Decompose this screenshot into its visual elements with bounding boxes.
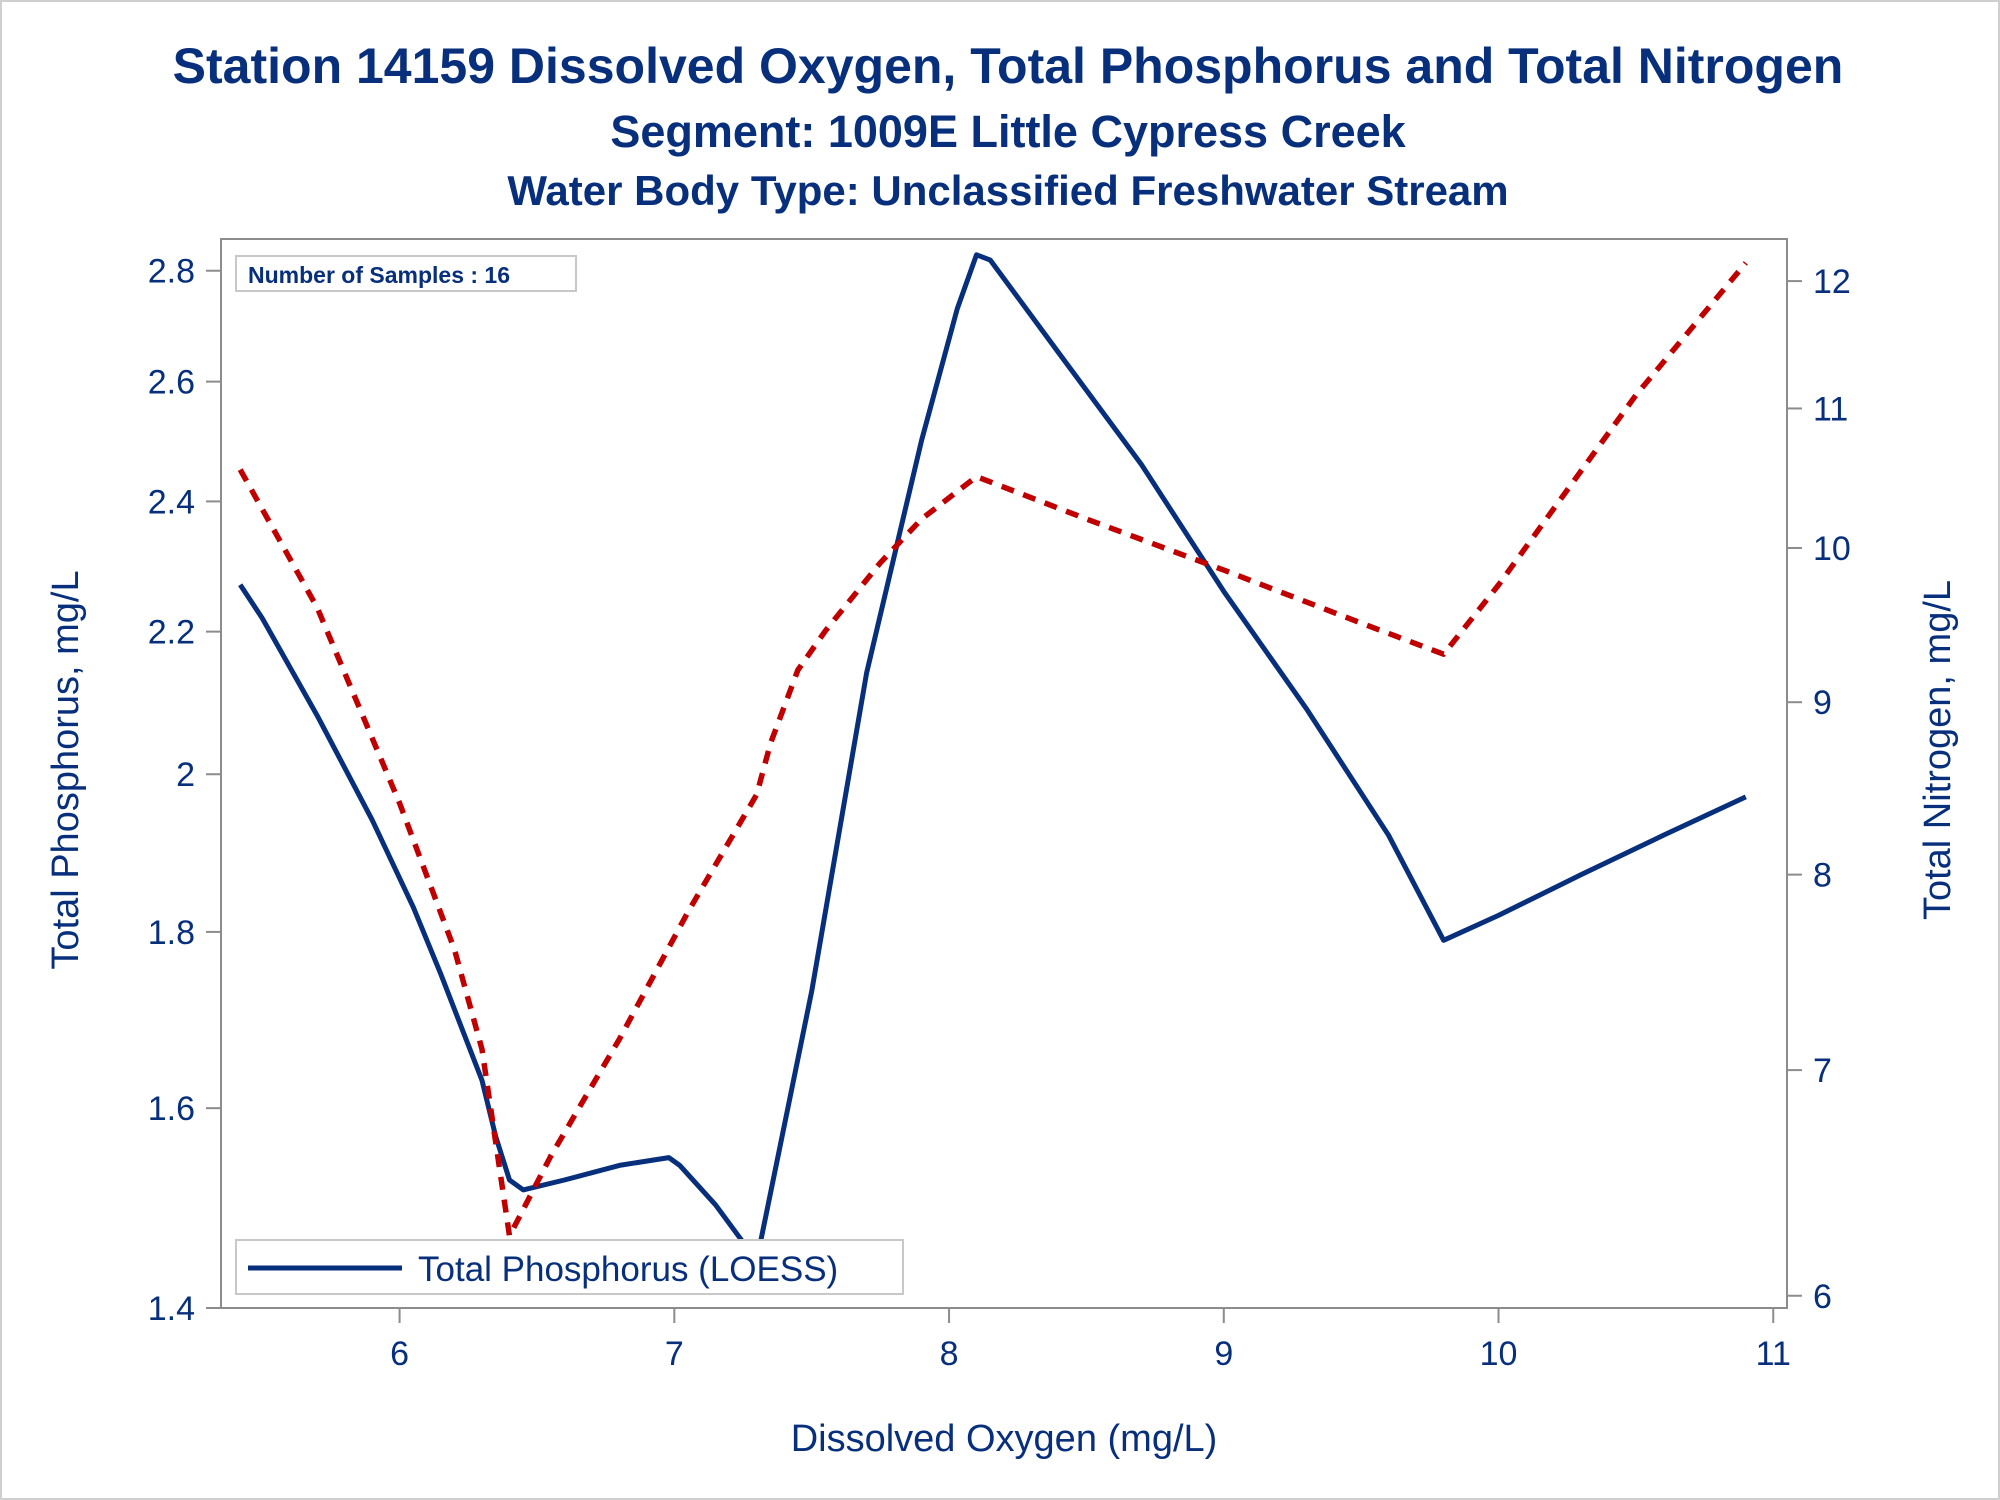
y2-tick-label: 10 (1813, 530, 1851, 568)
y-axis-right: 6 7 8 9 10 11 12 (1787, 263, 1851, 1316)
y2-tick-label: 12 (1813, 263, 1851, 301)
x-axis-label: Dissolved Oxygen (mg/L) (791, 1418, 1218, 1460)
sample-count-label: Number of Samples : 16 (248, 262, 510, 288)
y-tick-label: 1.6 (148, 1090, 195, 1128)
series-line-nitrogen (237, 261, 1748, 1239)
legend: Total Phosphorus (LOESS) (235, 1239, 904, 1295)
y2-axis-label: Total Nitrogen, mg/L (1917, 580, 1959, 920)
y-tick-label: 2.2 (148, 614, 195, 652)
chart-subtitle: Segment: 1009E Little Cypress Creek (610, 106, 1406, 157)
chart-title: Station 14159 Dissolved Oxygen, Total Ph… (173, 38, 1844, 94)
y-axis-label: Total Phosphorus, mg/L (45, 570, 87, 969)
chart-subtitle-2: Water Body Type: Unclassified Freshwater… (507, 167, 1508, 214)
y2-tick-label: 8 (1813, 857, 1832, 895)
x-tick-label: 7 (665, 1335, 684, 1373)
y2-tick-label: 9 (1813, 684, 1832, 722)
y-tick-label: 2.8 (148, 253, 195, 291)
x-tick-label: 9 (1214, 1335, 1233, 1373)
y2-tick-label: 6 (1813, 1278, 1832, 1316)
sample-count-box: Number of Samples : 16 (235, 255, 577, 292)
y2-tick-label: 11 (1813, 390, 1848, 428)
y-tick-label: 1.4 (148, 1290, 195, 1328)
x-tick-label: 8 (940, 1335, 959, 1373)
x-tick-label: 10 (1480, 1335, 1518, 1373)
x-tick-label: 6 (390, 1335, 409, 1373)
legend-label-phosphorus: Total Phosphorus (LOESS) (418, 1250, 838, 1289)
y-tick-label: 2.4 (148, 483, 195, 521)
y-axis-left: 1.4 1.6 1.8 2 2.2 2.4 2.6 2.8 (148, 253, 221, 1328)
y-tick-label: 2 (176, 756, 195, 794)
sample-count-frame (235, 255, 577, 292)
y-tick-label: 1.8 (148, 914, 195, 952)
series-line-phosphorus (238, 252, 1747, 1264)
x-tick-label: 11 (1756, 1335, 1791, 1373)
y-tick-label: 2.6 (148, 364, 195, 402)
x-axis: 6 7 8 9 10 11 (390, 1308, 1791, 1373)
series-layer (237, 252, 1748, 1264)
y2-tick-label: 7 (1813, 1052, 1832, 1090)
